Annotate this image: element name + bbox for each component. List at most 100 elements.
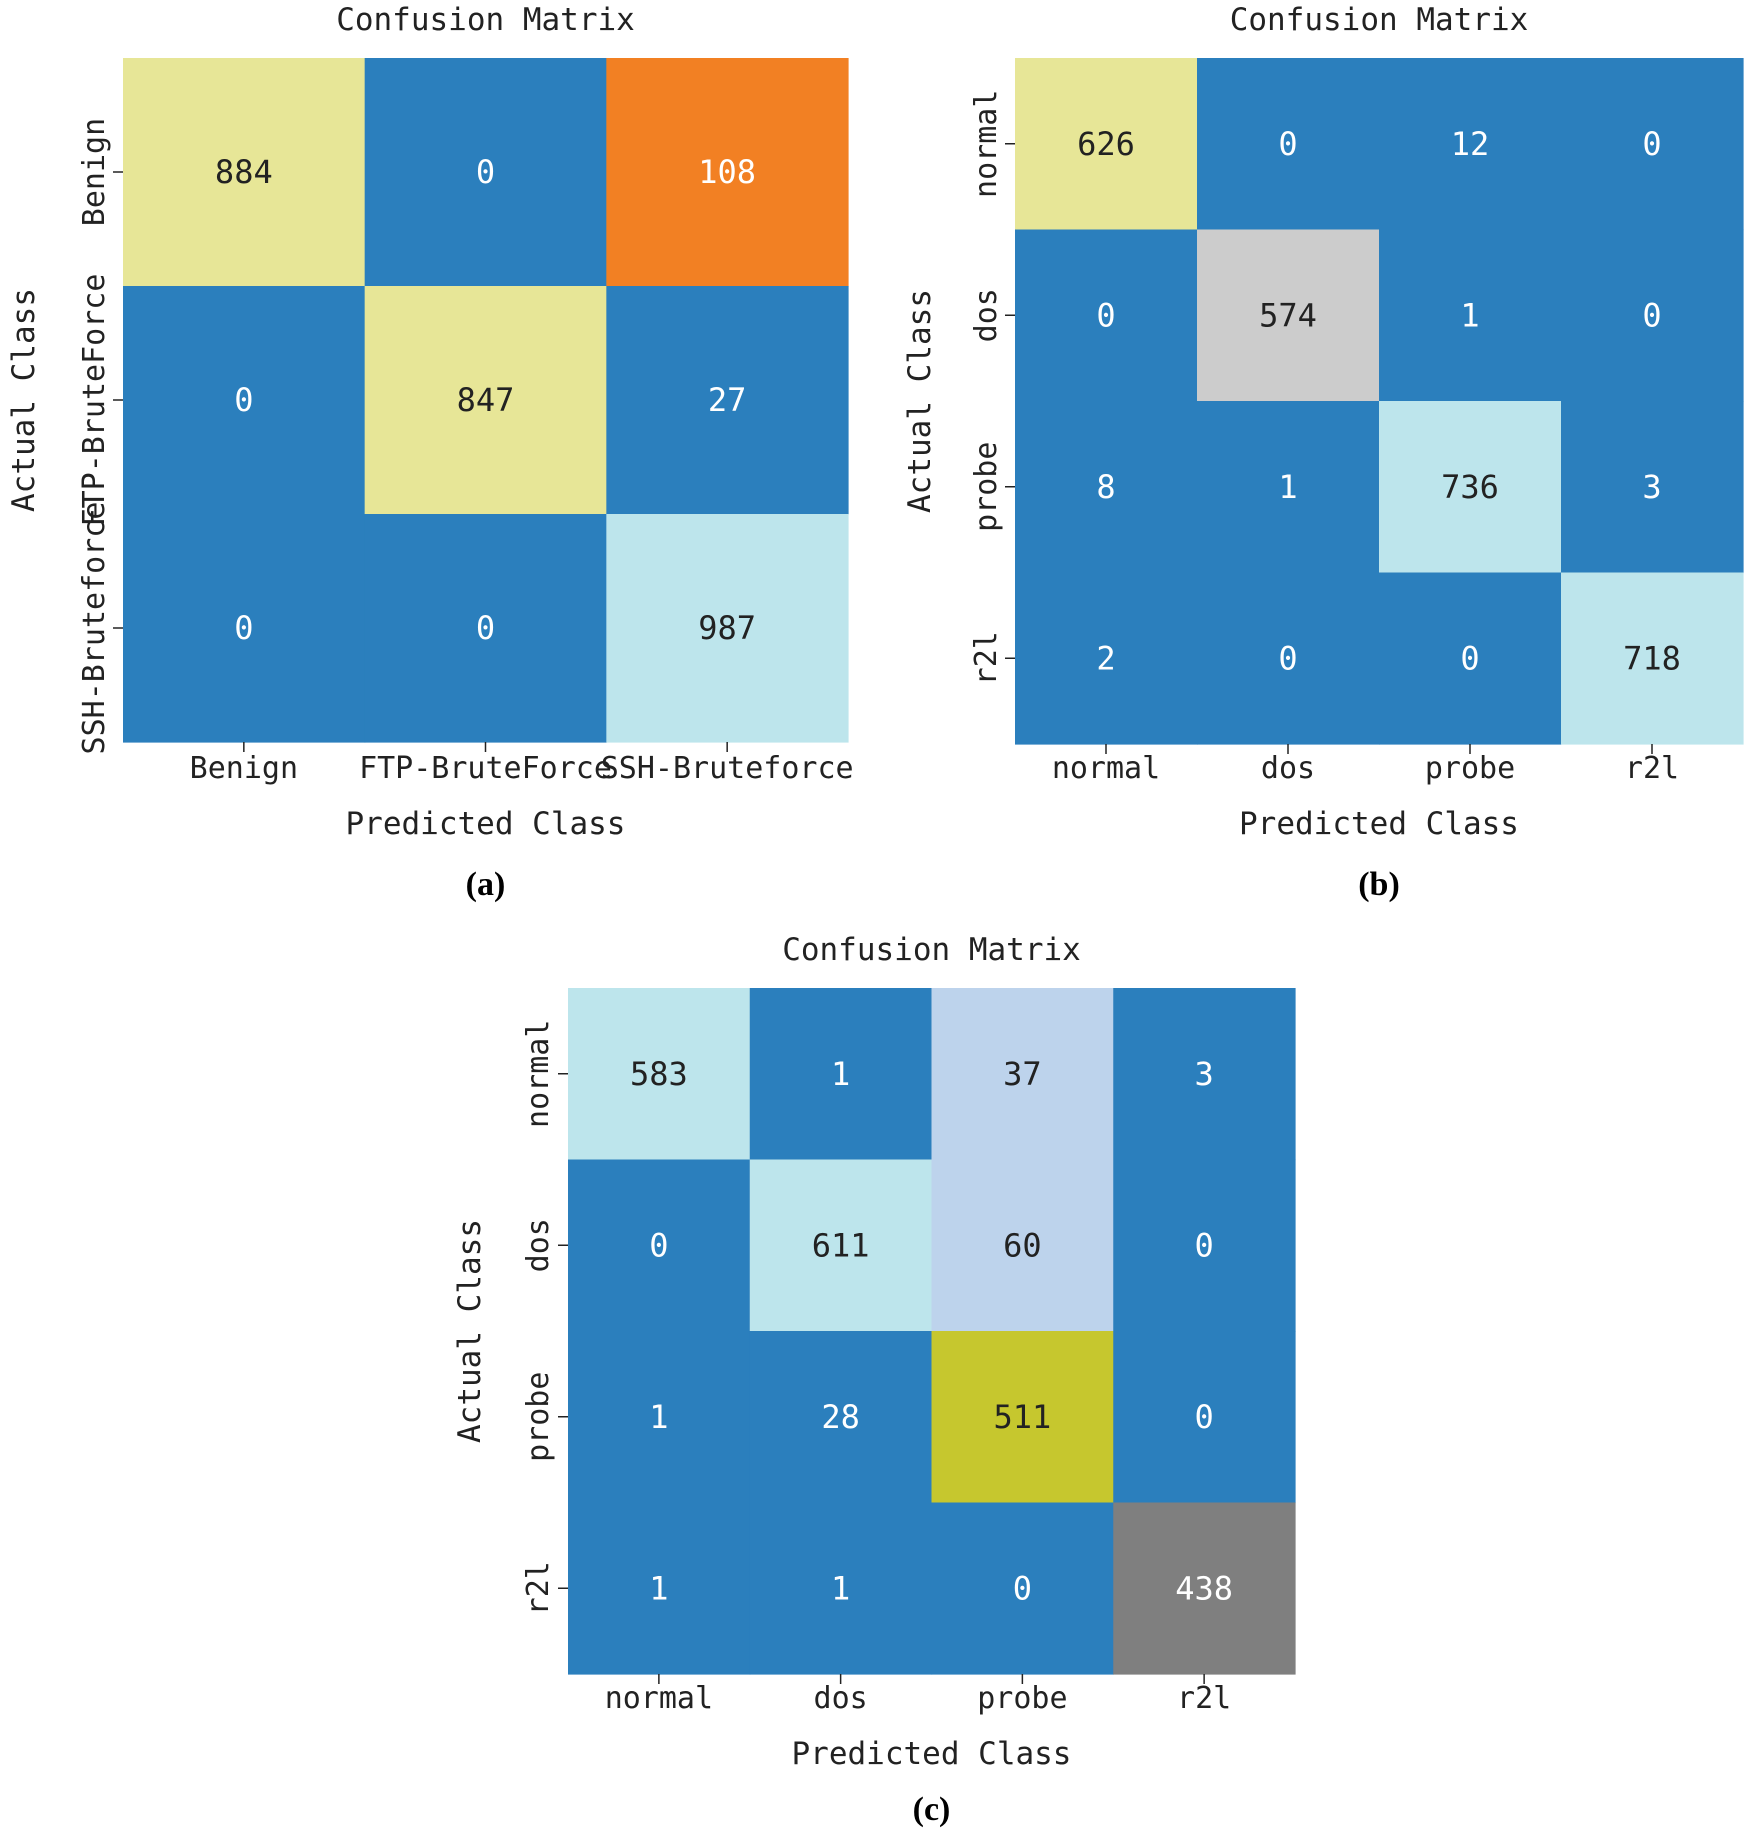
y-axis-label: Actual Class — [902, 289, 938, 513]
cell-value: 2 — [1096, 639, 1115, 677]
cell-value: 736 — [1441, 468, 1499, 506]
y-tick-label: Benign — [77, 118, 112, 226]
heatmap-cell — [123, 58, 366, 287]
y-tick-label: FTP-BruteForce — [77, 274, 112, 527]
y-tick-label: r2l — [521, 1561, 556, 1615]
x-tick-label: probe — [977, 1681, 1067, 1716]
heatmap-cell — [123, 286, 366, 515]
x-axis-label: Predicted Class — [792, 1736, 1072, 1772]
cell-value: 0 — [1013, 1569, 1032, 1607]
cell-value: 847 — [457, 381, 515, 419]
y-tick-label: dos — [969, 288, 1004, 342]
heatmap-cell — [1197, 229, 1380, 402]
cell-value: 0 — [1278, 639, 1297, 677]
heatmap-cell — [1113, 988, 1296, 1161]
cell-value: 1 — [1460, 296, 1479, 334]
heatmap-cell — [606, 286, 849, 515]
heatmap-cell — [364, 58, 607, 287]
cell-value: 438 — [1175, 1569, 1233, 1607]
heatmap-cell — [749, 1331, 933, 1504]
cell-value: 0 — [1642, 296, 1661, 334]
confusion-matrix-panel-c: Confusion Matrix 583 1 37 3 0 611 60 0 1 28 511 0 1 1 0… — [452, 932, 1296, 1828]
heatmap-cell — [1379, 572, 1562, 745]
heatmap-cell — [1197, 401, 1380, 574]
cell-value: 0 — [649, 1226, 668, 1264]
y-tick-label: probe — [969, 442, 1004, 532]
y-tick-label: SSH-Bruteforce — [77, 502, 112, 755]
y-tick-label: probe — [521, 1372, 556, 1462]
cell-value: 37 — [1003, 1055, 1042, 1093]
x-axis-label: Predicted Class — [346, 806, 626, 842]
cell-value: 1 — [1278, 468, 1297, 506]
chart-title: Confusion Matrix — [336, 2, 635, 38]
x-tick-label: probe — [1425, 751, 1515, 786]
y-axis-label: Actual Class — [6, 288, 42, 512]
heatmap-cell — [1113, 1502, 1296, 1675]
panel-label: (a) — [466, 866, 506, 903]
cell-value: 574 — [1259, 296, 1317, 334]
heatmap-cell — [1015, 401, 1198, 574]
heatmap-cell — [1015, 572, 1198, 745]
cell-value: 1 — [831, 1055, 850, 1093]
cell-value: 511 — [993, 1398, 1051, 1436]
confusion-matrix-panel-b: Confusion Matrix 626 0 12 0 0 574 1 0 8 1 736 3 2 0 0 71… — [902, 2, 1744, 903]
heatmap-cell — [749, 1502, 933, 1675]
cell-value: 0 — [476, 153, 495, 191]
x-tick-label: r2l — [1625, 751, 1679, 786]
heatmap-cell — [1015, 229, 1198, 402]
cell-value: 0 — [234, 381, 253, 419]
x-tick-label: r2l — [1177, 1681, 1231, 1716]
heatmap-cell — [931, 1502, 1114, 1675]
cell-value: 3 — [1194, 1055, 1213, 1093]
cell-value: 0 — [476, 609, 495, 647]
heatmap-cell — [1379, 58, 1562, 231]
cell-value: 611 — [812, 1226, 870, 1264]
heatmap-cell — [1197, 58, 1380, 231]
cell-value: 884 — [215, 153, 273, 191]
cell-value: 987 — [698, 609, 756, 647]
cell-value: 0 — [234, 609, 253, 647]
y-tick-label: dos — [521, 1218, 556, 1272]
heatmap-cell — [606, 58, 849, 287]
heatmap-cell — [1561, 572, 1744, 745]
cell-value: 8 — [1096, 468, 1115, 506]
heatmap-cell — [1197, 572, 1380, 745]
panel-label: (b) — [1358, 866, 1400, 903]
x-tick-label: dos — [814, 1681, 868, 1716]
x-tick-label: normal — [1052, 751, 1160, 786]
cell-value: 1 — [831, 1569, 850, 1607]
y-tick-label: r2l — [969, 631, 1004, 685]
heatmap-cell — [568, 1159, 751, 1332]
heatmap-cell — [931, 988, 1114, 1161]
heatmap-cell — [123, 514, 366, 743]
heatmap-cell — [1379, 229, 1562, 402]
cell-value: 3 — [1642, 468, 1661, 506]
y-axis-label: Actual Class — [452, 1219, 488, 1443]
heatmap-cell — [1379, 401, 1562, 574]
y-tick-label: normal — [521, 1020, 556, 1128]
x-tick-label: FTP-BruteForce — [359, 751, 612, 786]
heatmap-cell — [931, 1331, 1114, 1504]
heatmap-cell — [1561, 58, 1744, 231]
cell-value: 1 — [649, 1569, 668, 1607]
confusion-matrix-panel-a: Confusion Matrix 884 0 108 0 847 27 0 0 987 Benign… — [6, 2, 854, 903]
cell-value: 0 — [1194, 1398, 1213, 1436]
cell-value: 0 — [1460, 639, 1479, 677]
cell-value: 718 — [1623, 639, 1681, 677]
heatmap-cell — [568, 1502, 751, 1675]
cell-value: 60 — [1003, 1226, 1042, 1264]
cell-value: 0 — [1278, 125, 1297, 163]
heatmap-cell — [1113, 1159, 1296, 1332]
cell-value: 108 — [698, 153, 756, 191]
heatmap-cell — [1113, 1331, 1296, 1504]
cell-value: 0 — [1642, 125, 1661, 163]
cell-value: 626 — [1077, 125, 1135, 163]
panel-label: (c) — [913, 1791, 951, 1828]
cell-value: 12 — [1451, 125, 1490, 163]
x-tick-label: normal — [605, 1681, 713, 1716]
heatmap-cell — [568, 988, 751, 1161]
heatmap-cell — [1561, 401, 1744, 574]
cell-value: 583 — [630, 1055, 688, 1093]
chart-title: Confusion Matrix — [1230, 2, 1529, 38]
